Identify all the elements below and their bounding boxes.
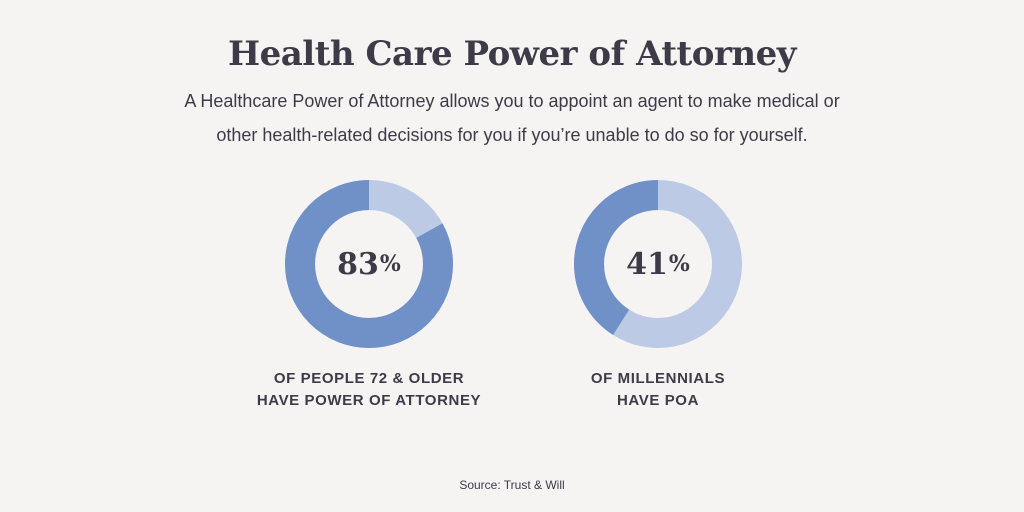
- page-subtitle: A Healthcare Power of Attorney allows yo…: [184, 91, 840, 145]
- donut-1-value-slice: [285, 180, 453, 348]
- donut-1-value-label: 83%: [283, 178, 455, 350]
- donut-chart-1: 83%: [283, 178, 455, 350]
- donut-2-value-number: 41: [626, 246, 668, 282]
- donut-2-caption: OF MILLENNIALS HAVE POA: [518, 368, 798, 412]
- donut-1-caption: OF PEOPLE 72 & OLDER HAVE POWER OF ATTOR…: [229, 368, 509, 412]
- donut-1-caption-line2: HAVE POWER OF ATTORNEY: [256, 392, 482, 409]
- page-title: Health Care Power of Attorney: [228, 34, 796, 74]
- donut-2-value-unit: %: [668, 251, 690, 277]
- donut-1-value-unit: %: [379, 251, 401, 277]
- source-note: Source: Trust & Will: [459, 478, 565, 492]
- donut-2-value-label: 41%: [572, 178, 744, 350]
- donut-1-value-number: 83: [337, 246, 379, 282]
- donut-chart-2: 41%: [572, 178, 744, 350]
- donut-chart-1-svg: [285, 180, 453, 348]
- donut-1-caption-line1: OF PEOPLE 72 & OLDER: [273, 370, 465, 387]
- donut-2-caption-line2: HAVE POA: [616, 392, 700, 409]
- donut-chart-2-svg: [574, 180, 742, 348]
- donut-2-value-slice: [574, 180, 742, 348]
- donut-2-caption-line1: OF MILLENNIALS: [590, 370, 726, 387]
